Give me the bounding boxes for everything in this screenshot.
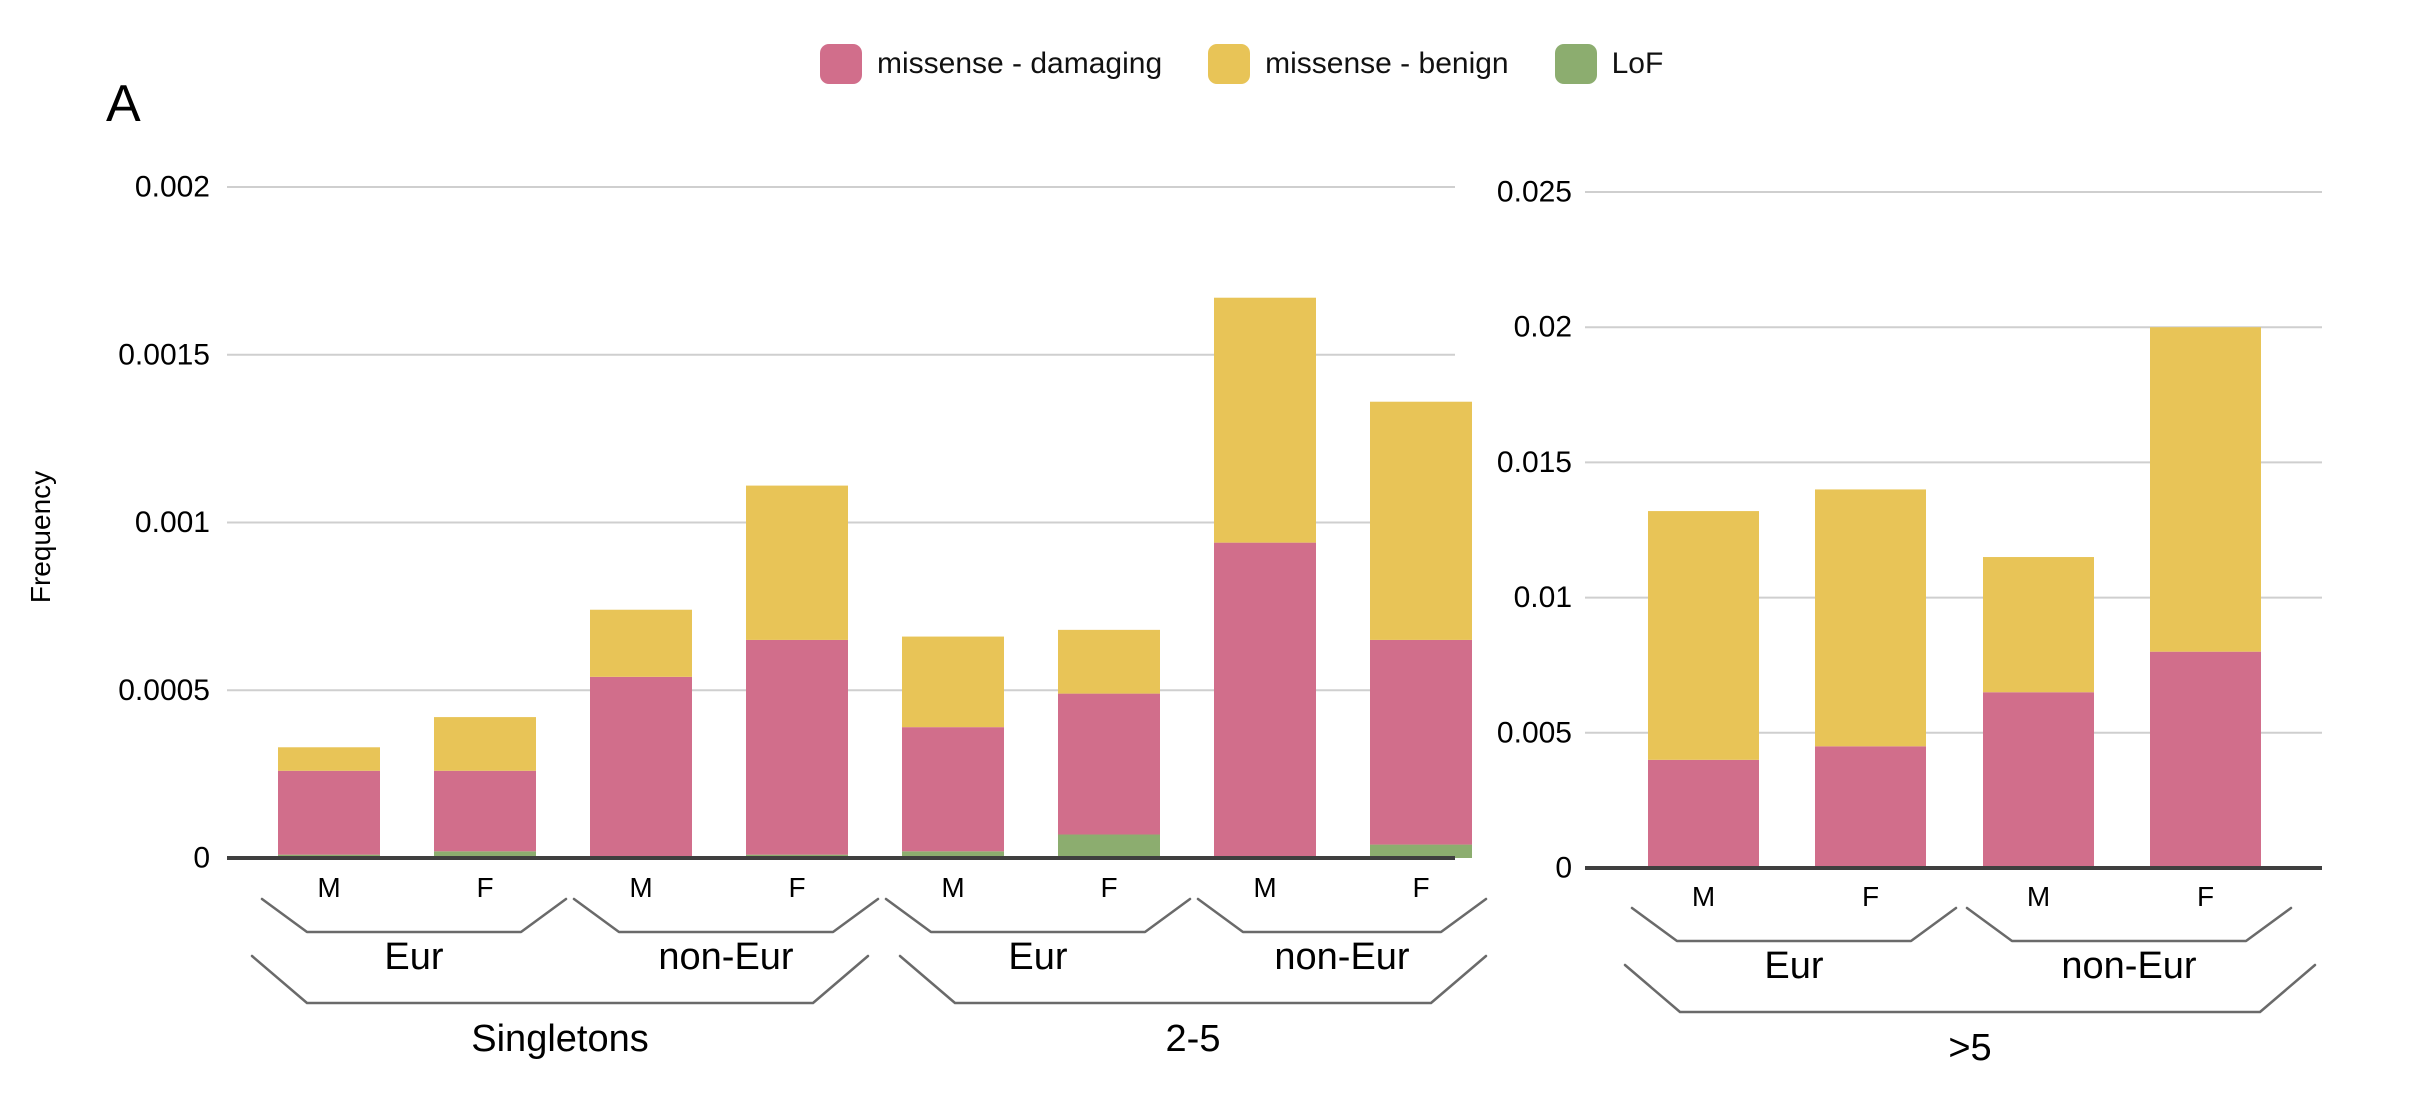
population-bracket: [1196, 897, 1488, 934]
bar-label: F: [2197, 881, 2214, 912]
y-tick-label: 0.0015: [118, 338, 210, 371]
legend-item-label: missense - benign: [1265, 47, 1509, 80]
population-bracket: [1630, 906, 1958, 943]
legend-item-label: LoF: [1611, 47, 1664, 80]
population-label: Eur: [384, 936, 443, 978]
class-label: >5: [1948, 1027, 1991, 1069]
bar-label: M: [1253, 872, 1276, 903]
bar-segment: [278, 747, 380, 771]
y-tick-label: 0.001: [135, 506, 210, 539]
bar-label: M: [317, 872, 340, 903]
class-bracket: [1623, 963, 2317, 1014]
y-tick-label: 0.0005: [118, 674, 210, 707]
y-tick-label: 0.002: [135, 171, 210, 204]
bar-segment: [1370, 844, 1472, 858]
y-tick-label: 0.02: [1514, 311, 1572, 344]
bar-segment: [1214, 297, 1316, 543]
bar-segment: [1370, 639, 1472, 845]
class-bracket: [250, 954, 870, 1005]
bar-segment: [434, 851, 536, 858]
population-bracket: [884, 897, 1192, 934]
legend-item: missense - benign: [1208, 44, 1509, 84]
bar-label: M: [629, 872, 652, 903]
bar-label: M: [1692, 881, 1715, 912]
legend: missense - damaging missense - benign LoF: [820, 44, 1663, 84]
population-label: Eur: [1008, 936, 1067, 978]
bar-segment: [434, 770, 536, 852]
bar-label: F: [1100, 872, 1117, 903]
bar-segment: [590, 676, 692, 858]
bar-segment: [1058, 834, 1160, 858]
bar-segment: [1648, 759, 1759, 868]
bar-segment: [1214, 542, 1316, 858]
y-tick-label: 0.005: [1497, 716, 1572, 749]
legend-item: missense - damaging: [820, 44, 1162, 84]
population-label: non-Eur: [2061, 945, 2197, 987]
class-label: Singletons: [471, 1018, 648, 1060]
population-label: Eur: [1764, 945, 1823, 987]
bar-label: M: [2027, 881, 2050, 912]
y-tick-label: 0: [193, 842, 210, 875]
bar-segment: [902, 727, 1004, 852]
population-bracket: [572, 897, 880, 934]
class-bracket: [898, 954, 1488, 1005]
panel-label: A: [106, 75, 141, 133]
bar-segment: [1370, 401, 1472, 640]
bar-label: F: [1862, 881, 1879, 912]
bar-segment: [1058, 629, 1160, 694]
bar-segment: [1983, 692, 2094, 868]
bar-segment: [434, 717, 536, 771]
bar-segment: [746, 485, 848, 640]
bar-segment: [1058, 693, 1160, 835]
bar-segment: [902, 851, 1004, 858]
population-label: non-Eur: [1274, 936, 1410, 978]
legend-swatch: [820, 44, 862, 84]
class-label: 2-5: [1166, 1018, 1221, 1060]
population-label: non-Eur: [658, 936, 794, 978]
population-bracket: [260, 897, 568, 934]
bar-segment: [902, 636, 1004, 728]
bar-segment: [2150, 651, 2261, 868]
bar-segment: [1648, 511, 1759, 760]
y-axis-title: Frequency: [25, 471, 56, 603]
bar-segment: [2150, 327, 2261, 652]
bar-label: F: [1412, 872, 1429, 903]
bar-segment: [746, 639, 848, 855]
bar-segment: [1815, 489, 1926, 747]
legend-item-label: missense - damaging: [877, 47, 1163, 80]
bar-label: M: [941, 872, 964, 903]
y-tick-label: 0.025: [1497, 176, 1572, 209]
legend-swatch: [1208, 44, 1251, 84]
bar-segment: [278, 770, 380, 855]
bar-segment: [1983, 557, 2094, 693]
population-bracket: [1965, 906, 2293, 943]
legend-item: LoF: [1554, 44, 1664, 84]
y-tick-label: 0.01: [1514, 581, 1572, 614]
bar-segment: [1815, 746, 1926, 868]
bar-label: F: [788, 872, 805, 903]
legend-swatch: [1554, 44, 1597, 84]
bar-label: F: [476, 872, 493, 903]
y-tick-label: 0: [1555, 852, 1572, 885]
y-tick-label: 0.015: [1497, 446, 1572, 479]
bar-segment: [590, 609, 692, 677]
